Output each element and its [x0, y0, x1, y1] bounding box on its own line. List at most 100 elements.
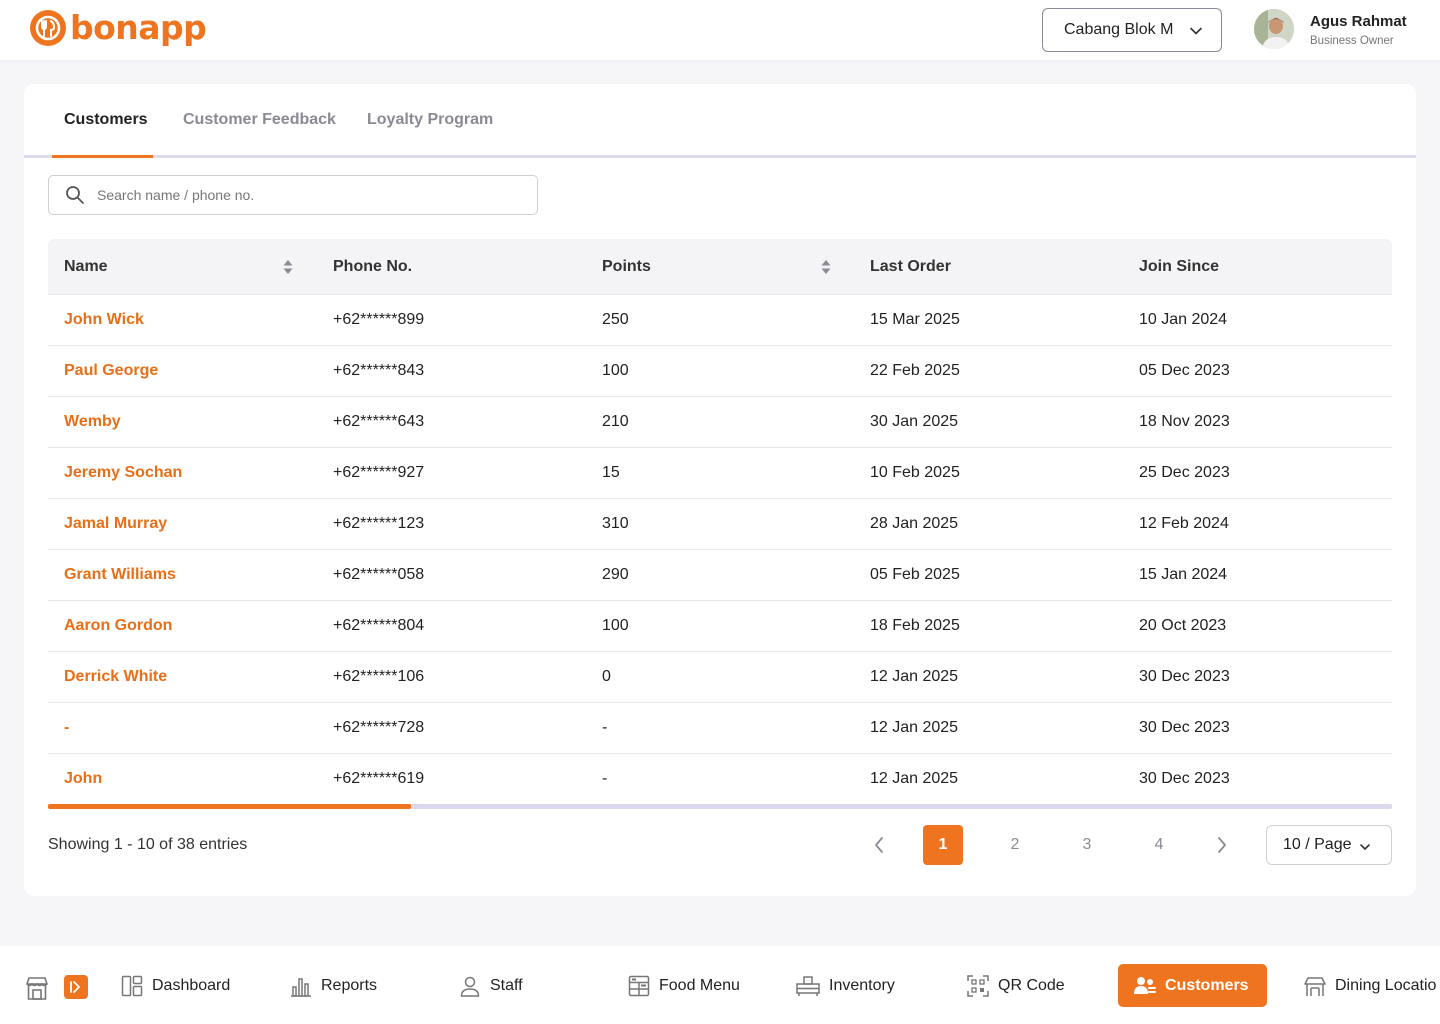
nav-item-qr-code[interactable]: QR Code [967, 964, 1065, 1007]
nav-label: Staff [490, 976, 523, 994]
page-button-4[interactable]: 4 [1154, 836, 1164, 853]
customer-name-link[interactable]: Aaron Gordon [64, 617, 173, 634]
chevron-right-icon [1218, 837, 1226, 853]
food-menu-icon [628, 975, 650, 996]
nav-label: Food Menu [659, 976, 740, 994]
customer-name-link[interactable]: Paul George [64, 362, 159, 379]
points-cell: - [602, 770, 608, 787]
table-row[interactable]: Derrick White +62******106 0 12 Jan 2025 30 … [48, 652, 1392, 703]
page-button-1[interactable]: 1 [923, 825, 963, 865]
nav-label: QR Code [998, 976, 1065, 994]
page-button-3[interactable]: 3 [1082, 836, 1092, 853]
table-header: Name Phone No. Points Last Order Join Si… [48, 239, 1392, 295]
nav-item-dashboard[interactable]: Dashboard [121, 964, 230, 1007]
table-row[interactable]: Wemby +62******643 210 30 Jan 2025 18 Nov 20… [48, 397, 1392, 448]
last-order-cell: 30 Jan 2025 [870, 413, 959, 430]
last-order-cell: 28 Jan 2025 [870, 515, 959, 532]
customer-name-link[interactable]: - [64, 719, 70, 736]
dining-location-icon [1304, 976, 1326, 996]
customer-name-link[interactable]: Wemby [64, 413, 121, 430]
points-cell: - [602, 719, 608, 736]
tab-customer-feedback[interactable]: Customer Feedback [183, 111, 336, 128]
horizontal-scrollbar[interactable] [48, 804, 1392, 809]
points-cell: 100 [602, 362, 629, 379]
column-header-points[interactable]: Points [602, 258, 651, 275]
per-page-value: 10 / Page [1283, 836, 1352, 853]
customers-icon [1134, 976, 1156, 994]
tab-customers[interactable]: Customers [64, 111, 148, 128]
last-order-cell: 10 Feb 2025 [870, 464, 960, 481]
table-row[interactable]: - +62******728 - 12 Jan 2025 30 Dec 2023 [48, 703, 1392, 754]
table-row[interactable]: John Wick +62******899 250 15 Mar 2025 10 Ja… [48, 295, 1392, 346]
bottom-navigation: Dashboard Reports Staff Food Menu [0, 946, 1440, 1024]
points-cell: 210 [602, 413, 629, 430]
next-page-button[interactable] [1202, 825, 1242, 865]
customer-name-link[interactable]: Jamal Murray [64, 515, 168, 532]
nav-item-staff[interactable]: Staff [459, 964, 523, 1007]
previous-page-button[interactable] [859, 825, 899, 865]
customer-name-link[interactable]: John Wick [64, 311, 144, 328]
bar-chart-icon [291, 977, 311, 997]
search-box[interactable] [48, 175, 538, 215]
active-tab-indicator [52, 155, 153, 158]
table-row[interactable]: Jamal Murray +62******123 310 28 Jan 2025 12… [48, 499, 1392, 550]
table-row[interactable]: Grant Williams +62******058 290 05 Feb 2025… [48, 550, 1392, 601]
table-row[interactable]: Jeremy Sochan +62******927 15 10 Feb 2025 25… [48, 448, 1392, 499]
search-input[interactable] [97, 187, 517, 203]
table-row[interactable]: John +62******619 - 12 Jan 2025 30 Dec 2023 [48, 754, 1392, 805]
qr-code-icon [967, 974, 989, 997]
scrollbar-thumb[interactable] [48, 804, 411, 809]
customers-table: Name Phone No. Points Last Order Join Si… [48, 239, 1392, 805]
inventory-icon [796, 975, 820, 996]
nav-item-reports[interactable]: Reports [290, 964, 377, 1007]
customer-name-link[interactable]: Grant Williams [64, 566, 176, 583]
logo-text: bonapp [70, 8, 207, 47]
column-header-name[interactable]: Name [64, 258, 108, 275]
tab-loyalty-program[interactable]: Loyalty Program [367, 111, 494, 128]
store-icon[interactable] [24, 975, 50, 1001]
join-since-cell: 30 Dec 2023 [1139, 668, 1230, 685]
customer-name-link[interactable]: Jeremy Sochan [64, 464, 183, 481]
customers-card: Customers Customer Feedback Loyalty Prog… [24, 84, 1416, 896]
last-order-cell: 12 Jan 2025 [870, 770, 959, 787]
nav-item-food-menu[interactable]: Food Menu [628, 964, 740, 1007]
per-page-select[interactable]: 10 / Page [1266, 825, 1392, 865]
last-order-cell: 18 Feb 2025 [870, 617, 960, 634]
phone-cell: +62******643 [333, 413, 425, 430]
nav-label: Reports [321, 976, 378, 994]
customer-name-link[interactable]: Derrick White [64, 668, 168, 685]
last-order-cell: 22 Feb 2025 [870, 362, 960, 379]
table-row[interactable]: Aaron Gordon +62******804 100 18 Feb 2025 20… [48, 601, 1392, 652]
phone-cell: +62******927 [333, 464, 425, 481]
nav-label: Inventory [829, 976, 895, 994]
table-row[interactable]: Paul George +62******843 100 22 Feb 2025 05 … [48, 346, 1392, 397]
join-since-cell: 05 Dec 2023 [1139, 362, 1230, 379]
join-since-cell: 30 Dec 2023 [1139, 719, 1230, 736]
user-menu[interactable]: Agus Rahmat Business Owner [1254, 9, 1407, 49]
customer-name-link[interactable]: John [64, 770, 103, 787]
bonapp-logo[interactable]: bonapp [30, 8, 207, 47]
sort-icon[interactable] [282, 259, 294, 275]
entries-summary: Showing 1 - 10 of 38 entries [48, 836, 248, 853]
phone-cell: +62******899 [333, 311, 425, 328]
expand-nav-button[interactable] [64, 975, 88, 999]
column-header-join-since: Join Since [1139, 258, 1220, 275]
join-since-cell: 10 Jan 2024 [1139, 311, 1228, 328]
last-order-cell: 15 Mar 2025 [870, 311, 960, 328]
nav-item-dining-location[interactable]: Dining Locatio [1304, 964, 1436, 1007]
phone-cell: +62******058 [333, 566, 425, 583]
page-button-2[interactable]: 2 [1010, 836, 1020, 853]
chevron-left-icon [875, 837, 883, 853]
phone-cell: +62******804 [333, 617, 425, 634]
nav-item-customers[interactable]: Customers [1118, 964, 1267, 1007]
nav-label: Dashboard [152, 976, 231, 994]
nav-label: Dining Locatio [1335, 976, 1437, 994]
nav-item-inventory[interactable]: Inventory [796, 964, 895, 1007]
last-order-cell: 12 Jan 2025 [870, 668, 959, 685]
nav-label: Customers [1165, 976, 1249, 994]
branch-select[interactable]: Cabang Blok M [1042, 8, 1222, 52]
user-role: Business Owner [1310, 34, 1394, 47]
top-bar: bonapp Cabang Blok M Agus Rahmat Busines… [0, 0, 1440, 60]
sort-icon[interactable] [820, 259, 832, 275]
phone-cell: +62******619 [333, 770, 425, 787]
